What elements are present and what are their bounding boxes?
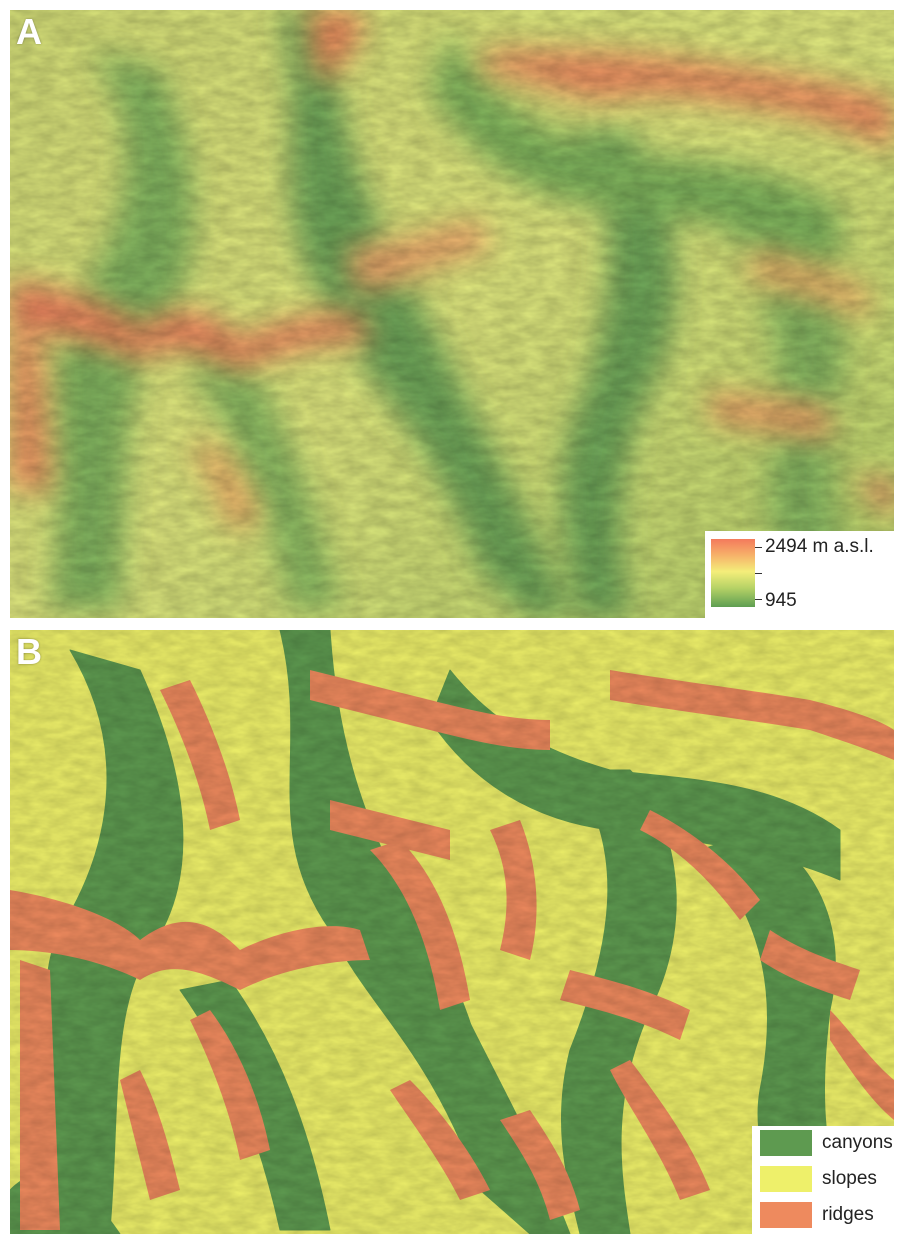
legend-swatch-slopes xyxy=(760,1166,812,1192)
legend-max-label: 2494 m a.s.l. xyxy=(765,536,874,557)
legend-swatch-ridges xyxy=(760,1202,812,1228)
legend-item-canyons: canyons xyxy=(752,1128,894,1158)
legend-label-ridges: ridges xyxy=(822,1204,874,1225)
legend-tick-max xyxy=(755,547,762,548)
legend-min-label: 945 xyxy=(765,590,797,611)
landform-map xyxy=(10,630,894,1234)
landform-legend: canyons slopes ridges xyxy=(752,1126,894,1234)
elevation-map-panel: A 2494 m a.s.l. 945 xyxy=(10,10,894,618)
legend-item-slopes: slopes xyxy=(752,1164,894,1194)
legend-label-canyons: canyons xyxy=(822,1132,893,1153)
legend-tick-mid xyxy=(755,573,762,574)
legend-label-slopes: slopes xyxy=(822,1168,877,1189)
elevation-map xyxy=(10,10,894,618)
elevation-legend: 2494 m a.s.l. 945 xyxy=(705,531,894,618)
panel-a-label: A xyxy=(16,11,42,52)
landform-map-panel: B canyons slopes ridges xyxy=(10,630,894,1234)
elevation-color-ramp xyxy=(711,539,755,607)
legend-tick-min xyxy=(755,599,762,600)
panel-b-label: B xyxy=(16,631,42,672)
legend-swatch-canyons xyxy=(760,1130,812,1156)
legend-item-ridges: ridges xyxy=(752,1200,894,1230)
